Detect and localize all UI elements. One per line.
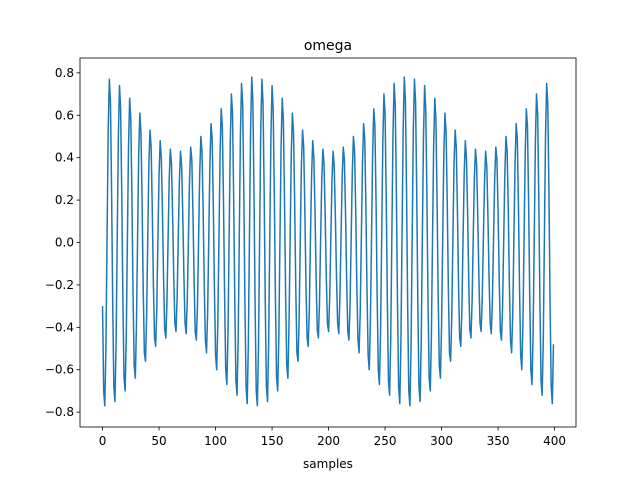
data-line — [101, 76, 555, 407]
y-tick-label: 0.6 — [55, 108, 74, 122]
x-tick-label: 400 — [543, 434, 566, 448]
x-axis-label: samples — [303, 457, 353, 471]
x-tick-label: 0 — [99, 434, 107, 448]
x-tick-label: 150 — [261, 434, 284, 448]
chart-title: omega — [304, 38, 352, 54]
y-tick-label: 0.4 — [55, 151, 74, 165]
y-tick-label: −0.6 — [45, 363, 74, 377]
x-tick-label: 100 — [204, 434, 227, 448]
x-tick-label: 300 — [430, 434, 453, 448]
plot-frame — [79, 57, 577, 428]
y-tick-label: −0.2 — [45, 278, 74, 292]
x-tick-label: 50 — [151, 434, 166, 448]
y-tick-label: 0.2 — [55, 193, 74, 207]
x-tick-label: 350 — [487, 434, 510, 448]
y-tick-label: 0.8 — [55, 66, 74, 80]
x-tick-label: 250 — [374, 434, 397, 448]
y-tick-label: −0.8 — [45, 405, 74, 419]
y-tick-label: 0.0 — [55, 236, 74, 250]
x-tick-label: 200 — [317, 434, 340, 448]
y-tick-label: −0.4 — [45, 320, 74, 334]
